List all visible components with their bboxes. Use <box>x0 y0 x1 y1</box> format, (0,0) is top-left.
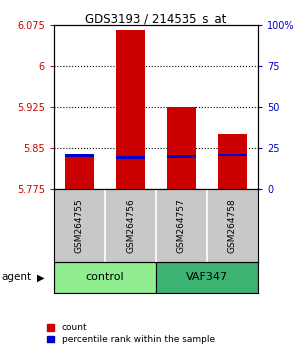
Text: agent: agent <box>2 272 31 282</box>
Bar <box>54 262 156 293</box>
Text: GSM264757: GSM264757 <box>177 198 186 253</box>
Bar <box>218 134 247 189</box>
Bar <box>116 30 145 189</box>
Bar <box>167 155 196 158</box>
Bar <box>116 156 145 159</box>
Text: ▶: ▶ <box>37 272 44 282</box>
Bar <box>167 107 196 189</box>
Text: control: control <box>86 272 124 282</box>
Title: GDS3193 / 214535_s_at: GDS3193 / 214535_s_at <box>85 12 227 25</box>
Bar <box>65 154 94 157</box>
Text: GSM264755: GSM264755 <box>75 198 84 253</box>
Text: VAF347: VAF347 <box>186 272 228 282</box>
Bar <box>156 262 258 293</box>
Text: GSM264758: GSM264758 <box>228 198 237 253</box>
Bar <box>65 154 94 189</box>
Legend: count, percentile rank within the sample: count, percentile rank within the sample <box>44 320 218 348</box>
Bar <box>218 154 247 156</box>
Text: GSM264756: GSM264756 <box>126 198 135 253</box>
